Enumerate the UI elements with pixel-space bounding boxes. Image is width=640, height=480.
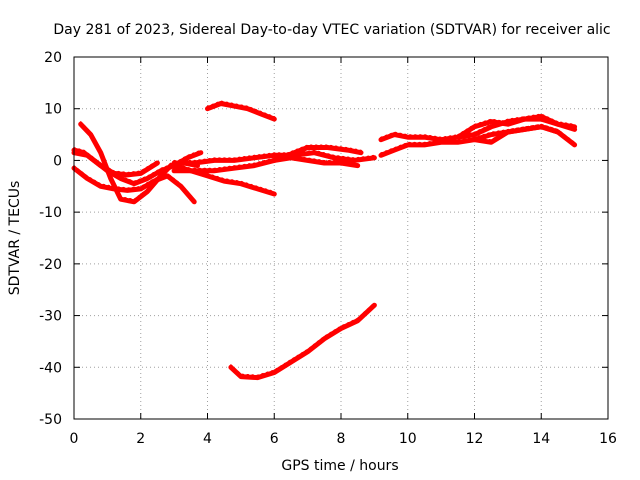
x-tick-label: 8 (337, 431, 346, 447)
axis-ticks (73, 56, 609, 420)
x-tick-label: 4 (203, 431, 212, 447)
y-tick-label: -30 (39, 309, 62, 325)
chart-title: Day 281 of 2023, Sidereal Day-to-day VTE… (53, 22, 610, 38)
y-tick-label: -10 (39, 205, 62, 221)
series-line-trace-5 (171, 150, 377, 166)
data-series (71, 100, 578, 381)
series-line-trace-14 (472, 124, 561, 145)
x-tick-label: 2 (136, 431, 145, 447)
series-marker-strip-trace-5 (173, 149, 376, 162)
x-tick-label: 0 (70, 431, 79, 447)
y-tick-labels: 20 10 0 -10 -20 -30 -40 -50 (39, 50, 62, 428)
x-tick-label: 6 (270, 431, 279, 447)
x-tick-label: 16 (599, 431, 617, 447)
series-line-trace-8 (271, 155, 361, 169)
series-marker-strip-trace-8 (273, 154, 359, 165)
x-tick-label: 14 (532, 431, 550, 447)
x-tick-labels: 0 2 4 6 8 10 12 14 16 (70, 431, 617, 447)
series-marker-strip-trace-9 (206, 100, 276, 119)
series-marker-strip-trace-4 (73, 149, 159, 174)
y-tick-label: -20 (39, 257, 62, 273)
x-tick-label: 12 (466, 431, 484, 447)
y-axis-label: SDTVAR / TECUs (7, 181, 23, 296)
x-axis-label: GPS time / hours (281, 458, 398, 474)
series-line-trace-13 (455, 114, 578, 140)
y-tick-label: -40 (39, 360, 62, 376)
series-line-trace-4 (71, 150, 160, 178)
series-marker-strip-trace-14 (473, 123, 559, 142)
series-line-trace-1 (71, 165, 197, 205)
y-tick-label: 0 (53, 153, 62, 169)
series-marker-strip-trace-6 (173, 162, 276, 193)
grid-lines (74, 57, 608, 419)
x-tick-label: 10 (399, 431, 417, 447)
y-tick-label: 10 (44, 102, 62, 118)
series-marker-strip-trace-2 (73, 147, 202, 183)
y-tick-label: 20 (44, 50, 62, 66)
y-tick-label: -50 (39, 412, 62, 428)
series-line-trace-9 (205, 101, 277, 122)
series-line-trace-10 (228, 302, 377, 381)
series-marker-strip-trace-10 (229, 302, 376, 377)
series-marker-strip-trace-1 (73, 165, 196, 201)
